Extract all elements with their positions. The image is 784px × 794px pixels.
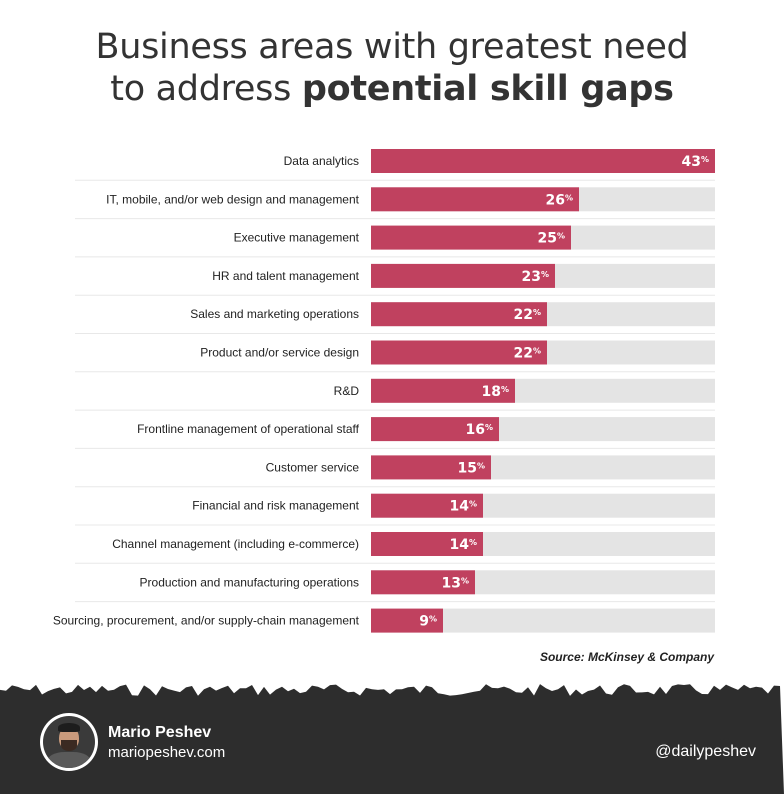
value-label: 22% [514, 307, 542, 323]
author-name: Mario Peshev [108, 724, 212, 741]
value-label: 9% [419, 614, 437, 630]
bar [371, 378, 515, 403]
category-label: Sourcing, procurement, and/or supply-cha… [53, 614, 360, 628]
value-label: 22% [514, 346, 542, 362]
category-label: Customer service [266, 460, 360, 474]
avatar [40, 713, 98, 771]
bar [371, 225, 571, 250]
category-label: IT, mobile, and/or web design and manage… [106, 192, 359, 206]
value-label: 23% [522, 269, 550, 285]
category-label: Data analytics [284, 154, 359, 168]
chart-title: Business areas with greatest need to add… [0, 26, 784, 110]
title-line-2-bold: potential skill gaps [301, 69, 674, 109]
bar [371, 417, 499, 442]
bar [371, 570, 475, 595]
source-note: Source: McKinsey & Company [539, 650, 714, 664]
category-label: Product and/or service design [200, 346, 359, 360]
footer [0, 672, 784, 794]
value-label: 13% [442, 575, 470, 591]
title-line-1: Business areas with greatest need [95, 27, 689, 67]
value-label: 26% [546, 192, 574, 208]
category-label: Channel management (including e-commerce… [112, 537, 359, 551]
bar [371, 302, 547, 327]
value-label: 16% [466, 422, 494, 438]
value-label: 18% [482, 384, 510, 400]
bar [371, 149, 715, 173]
bar [371, 532, 483, 556]
value-label: 14% [450, 537, 478, 553]
torn-edge-background [0, 684, 784, 794]
category-label: Financial and risk management [192, 499, 359, 513]
avatar-photo [43, 716, 95, 768]
title-line-2: to address potential skill gaps [0, 68, 784, 110]
bar [371, 608, 443, 633]
category-label: R&D [334, 384, 360, 398]
title-line-2-prefix: to address [110, 69, 302, 109]
bar [371, 455, 491, 480]
value-label: 43% [682, 154, 710, 170]
bar [371, 340, 547, 365]
author-website: mariopeshev.com [108, 744, 226, 761]
bar [371, 187, 579, 212]
category-label: Frontline management of operational staf… [137, 422, 360, 436]
value-label: 14% [450, 499, 478, 515]
value-label: 15% [458, 460, 486, 476]
bar [371, 263, 555, 288]
category-label: HR and talent management [212, 269, 359, 283]
bar [371, 493, 483, 518]
bar-chart: Data analytics 43% IT, mobile, and/or web … [53, 149, 715, 633]
value-label: 25% [538, 231, 566, 247]
category-label: Executive management [234, 231, 360, 245]
category-label: Sales and marketing operations [190, 307, 359, 321]
category-label: Production and manufacturing operations [140, 575, 359, 589]
social-handle: @dailypeshev [655, 743, 756, 760]
